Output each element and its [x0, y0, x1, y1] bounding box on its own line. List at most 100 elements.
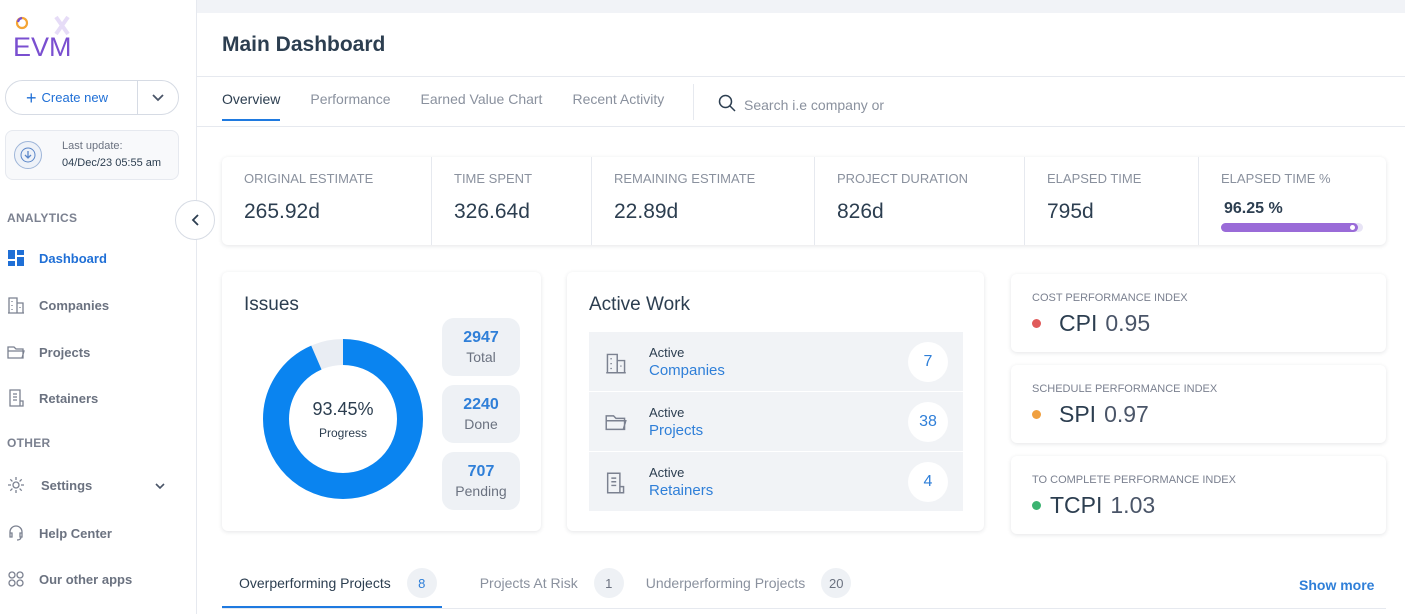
metric-value: 326.64d	[454, 200, 530, 223]
header-divider	[197, 76, 1405, 77]
sidebar-item-label: Retainers	[39, 390, 99, 406]
main-tabs: Overview Performance Earned Value Chart …	[222, 91, 694, 121]
index-value: 0.95	[1105, 310, 1151, 336]
metrics-card: ORIGINAL ESTIMATE 265.92d TIME SPENT 326…	[222, 157, 1386, 245]
other-section-label: OTHER	[7, 436, 51, 450]
active-companies-link[interactable]: Companies	[649, 362, 725, 379]
sidebar-item-help-center[interactable]: Help Center	[7, 521, 187, 545]
stat-value: 2240	[463, 396, 499, 413]
active-projects-link[interactable]: Projects	[649, 422, 704, 439]
active-work-title: Active Work	[589, 294, 691, 315]
metric-value: 265.92d	[244, 200, 320, 223]
metric-label: ELAPSED TIME	[1047, 171, 1142, 186]
show-more-link[interactable]: Show more	[1299, 577, 1375, 593]
page-title: Main Dashboard	[222, 33, 386, 56]
tab-recent-activity[interactable]: Recent Activity	[572, 91, 665, 107]
tabs-divider-line	[197, 126, 1405, 127]
sidebar-item-projects[interactable]: Projects	[7, 340, 187, 364]
tabs-divider	[693, 84, 694, 120]
tab-performance[interactable]: Performance	[310, 91, 391, 107]
active-count-badge: 7	[908, 342, 948, 382]
issues-pending-stat[interactable]: 707 Pending	[442, 452, 520, 510]
issues-progress-label: Progress	[318, 425, 368, 440]
sidebar-item-label: Dashboard	[39, 250, 107, 266]
issues-total-stat[interactable]: 2947 Total	[442, 318, 520, 376]
document-icon	[7, 389, 25, 407]
spi-card: SCHEDULE PERFORMANCE INDEX SPI 0.97	[1011, 365, 1386, 443]
issues-card: Issues 93.45% Progress 2947 Total 2240 D…	[222, 272, 541, 531]
chevron-left-icon	[191, 214, 199, 226]
create-new-label: Create new	[41, 90, 108, 105]
index-row: CPI 0.95	[1032, 310, 1150, 337]
elapsed-progress-handle	[1349, 225, 1355, 230]
create-new-dropdown[interactable]	[138, 81, 178, 114]
last-update-label: Last update:	[62, 140, 123, 152]
chevron-down-icon	[152, 93, 164, 101]
index-name: TCPI	[1050, 492, 1103, 518]
sidebar-item-label: Our other apps	[39, 571, 133, 587]
building-icon	[7, 296, 25, 314]
metric-value: 826d	[837, 200, 884, 223]
stat-value: 707	[467, 463, 495, 480]
tab-underperforming-projects[interactable]: Underperforming Projects 20	[646, 568, 852, 598]
metric-elapsed-time: ELAPSED TIME 795d	[1025, 157, 1199, 245]
active-retainers-row[interactable]: Active Retainers 4	[589, 452, 963, 512]
issues-progress-donut	[263, 339, 423, 499]
issues-progress-value: 93.45%	[312, 398, 374, 419]
metric-label: TIME SPENT	[454, 171, 533, 186]
sidebar-item-label: Projects	[39, 344, 91, 360]
active-companies-row[interactable]: Active Companies 7	[589, 332, 963, 392]
download-icon	[14, 141, 42, 169]
gear-icon	[7, 476, 25, 494]
logo-text: EVM	[13, 32, 72, 62]
collapse-sidebar-button[interactable]	[175, 200, 215, 240]
folder-icon	[605, 412, 627, 434]
tab-overperforming-projects[interactable]: Overperforming Projects 8	[222, 568, 437, 598]
document-icon	[605, 472, 627, 494]
sidebar-item-companies[interactable]: Companies	[7, 293, 187, 317]
metric-value: 795d	[1047, 200, 1094, 223]
sidebar-item-settings[interactable]: Settings	[7, 473, 187, 497]
index-label: COST PERFORMANCE INDEX	[1032, 292, 1188, 304]
tab-label: Underperforming Projects	[645, 575, 806, 591]
tab-overview[interactable]: Overview	[222, 91, 281, 121]
tab-projects-at-risk[interactable]: Projects At Risk 1	[459, 568, 624, 598]
search-input[interactable]: Search i.e company or	[718, 94, 884, 115]
tab-label: Overperforming Projects	[239, 575, 391, 591]
active-projects-row[interactable]: Active Projects 38	[589, 392, 963, 452]
sidebar-item-other-apps[interactable]: Our other apps	[7, 567, 187, 591]
search-placeholder: Search i.e company or	[744, 96, 885, 113]
last-update-value: 04/Dec/23 05:55 am	[62, 157, 162, 169]
index-row: SPI 0.97	[1032, 401, 1149, 428]
app-logo[interactable]: EVM	[12, 14, 76, 64]
status-dot	[1032, 410, 1041, 419]
plus-icon: +	[26, 87, 37, 108]
index-name: SPI	[1059, 401, 1097, 427]
issues-done-stat[interactable]: 2240 Done	[442, 385, 520, 443]
active-count-badge: 38	[908, 402, 948, 442]
active-prefix: Active	[649, 345, 685, 360]
active-prefix: Active	[649, 465, 685, 480]
headset-icon	[7, 524, 25, 542]
metric-project-duration: PROJECT DURATION 826d	[815, 157, 1025, 245]
stat-label: Pending	[455, 483, 507, 499]
metric-label: REMAINING ESTIMATE	[614, 171, 756, 186]
sidebar-item-retainers[interactable]: Retainers	[7, 386, 187, 410]
donut-progress-arc	[263, 339, 423, 499]
issues-title: Issues	[244, 294, 299, 315]
active-tab-underline	[222, 606, 442, 608]
last-update-text: Last update: 04/Dec/23 05:55 am	[62, 138, 161, 172]
tab-count-badge: 1	[593, 568, 624, 598]
elapsed-progress-bar	[1221, 223, 1363, 232]
last-update-box[interactable]: Last update: 04/Dec/23 05:55 am	[5, 130, 179, 180]
sidebar-item-label: Settings	[41, 477, 93, 493]
project-tabs-divider	[222, 608, 1386, 609]
tab-earned-value-chart[interactable]: Earned Value Chart	[420, 91, 543, 107]
index-label: SCHEDULE PERFORMANCE INDEX	[1032, 383, 1218, 395]
stat-label: Total	[466, 349, 496, 365]
tab-label: Projects At Risk	[479, 575, 578, 591]
create-new-button[interactable]: + Create new	[6, 81, 138, 114]
active-retainers-link[interactable]: Retainers	[649, 482, 714, 499]
sidebar-item-dashboard[interactable]: Dashboard	[7, 246, 187, 270]
folder-icon	[7, 343, 25, 361]
